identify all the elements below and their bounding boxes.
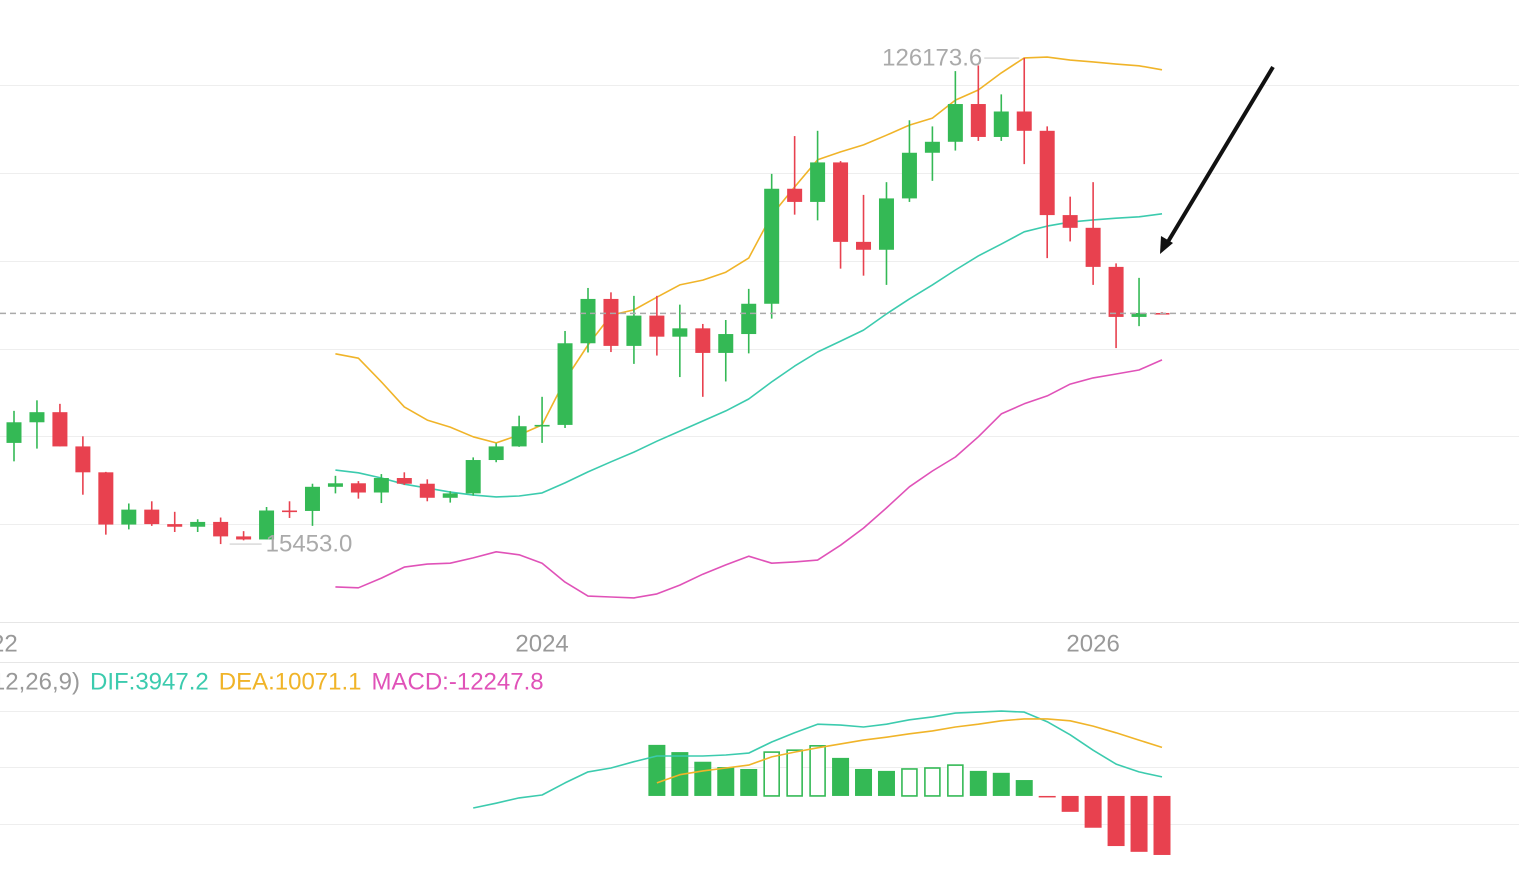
band-line [335,359,1163,599]
macd-bar [855,768,873,796]
candle-body [396,478,412,484]
candle-body [741,303,757,335]
candle-body [534,424,550,427]
candle-body [557,343,573,425]
legend-entry: DEA:10071.1 [219,668,362,695]
legend-entry: DIF:3947.2 [90,668,209,695]
candle-body [327,483,343,487]
macd-bar [1038,795,1056,798]
band-line [335,56,1163,444]
candle-body [190,521,206,527]
macd-bar [924,767,941,797]
candle-body [1062,215,1078,228]
macd-bar [947,764,964,797]
macd-bar [1153,795,1171,855]
candle-body [878,198,894,250]
macd-line [473,710,1163,809]
macd-bar [1015,780,1033,796]
macd-bar [1061,795,1079,812]
macd-bar [740,768,758,796]
candle-body [718,334,734,353]
macd-bar [809,745,826,797]
candle-body [1085,227,1101,267]
candle-body [672,328,688,337]
macd-bar [1107,795,1125,847]
candle-body [259,510,275,540]
candle-body [442,493,458,498]
candles [6,58,1170,545]
candle-body [649,315,665,337]
macd-bar [1084,795,1102,828]
candle-body [304,486,320,511]
candle-body [282,510,298,513]
band-line [335,213,1163,498]
candle-body [603,298,619,346]
macd-bar [832,757,850,796]
max-label: 126173.6 [882,44,982,71]
macd-bar [901,768,918,797]
candle-body [98,472,114,525]
candle-body [833,162,849,242]
pointer-arrow [1160,65,1275,254]
candle-body [626,315,642,346]
candle-body [924,141,940,153]
min-label: 15453.0 [266,530,353,557]
candle-body [695,328,711,353]
candle-body [465,460,481,494]
candle-body [1108,266,1124,317]
arrow-shaft [1164,65,1275,247]
macd-bar [717,767,735,796]
candle-body [373,478,389,493]
macd-bar [1130,795,1148,852]
macd-line [656,718,1163,784]
candle-body [75,446,91,473]
candle-body [6,422,22,443]
candle-body [1016,111,1032,131]
candle-body [901,152,917,199]
macd-bar [877,770,895,796]
candle-body [350,483,366,493]
candle-body [488,446,504,461]
candle-body [1131,312,1147,317]
macd-bar [694,761,712,796]
candle-body [856,241,872,250]
macd-bar [763,751,780,797]
candle-body [213,521,229,537]
x-tick-label: 2026 [1066,630,1119,657]
candle-body [167,524,183,527]
candle-body [580,298,596,344]
candle-body [511,426,527,447]
candle-body [993,111,1009,137]
legend-entry: MACD:-12247.8 [372,668,544,695]
macd-bar [992,772,1010,796]
candle-body [787,188,803,202]
macd-bar [786,749,803,797]
candle-body [947,104,963,142]
candle-body [764,188,780,304]
x-tick-label: 2024 [515,630,568,657]
candle-body [236,536,252,540]
x-tick-label: 2022 [0,630,18,657]
candle-body [52,412,68,447]
candle-body [121,509,137,525]
candle-body [810,162,826,202]
candle-body [29,412,45,423]
arrow-head [1160,236,1173,254]
candle-body [144,509,160,525]
candle-body [419,483,435,498]
candle-body [970,104,986,137]
layout [0,85,1519,825]
macd-bar [969,770,987,796]
macd-title: (12,26,9) [0,668,80,695]
candle-body [1039,130,1055,216]
macd-bar [648,744,666,796]
